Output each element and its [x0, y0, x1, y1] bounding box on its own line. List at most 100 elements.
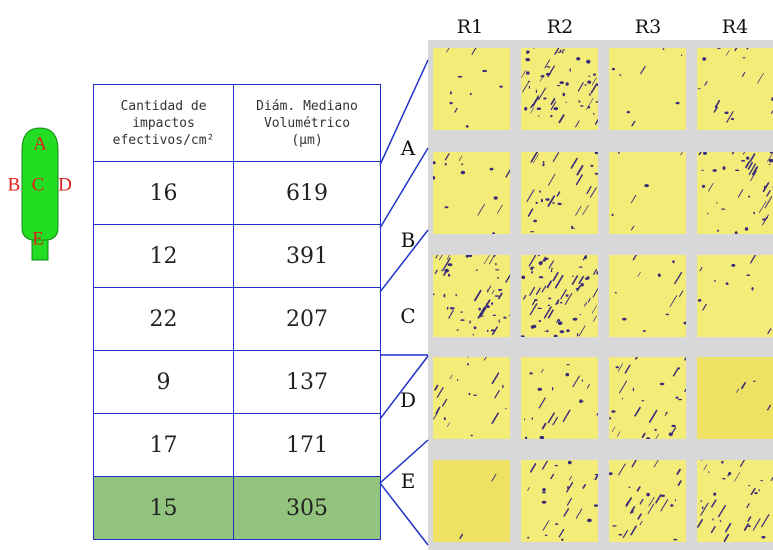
- stain-dot: [675, 101, 680, 105]
- diameter-cell: 619: [233, 161, 381, 225]
- droplet-data-table: Cantidad de impactos efectivos/cm² Diám.…: [93, 84, 381, 540]
- stain-dot: [550, 115, 553, 118]
- stain-streak: [571, 275, 579, 285]
- stain-streak: [648, 496, 655, 507]
- stain-dot: [565, 372, 570, 377]
- zone-label-a: A: [400, 136, 416, 160]
- stain-streak: [745, 161, 750, 169]
- stain-streak: [483, 255, 490, 265]
- stain-dot: [769, 152, 773, 154]
- stain-streak: [582, 484, 586, 489]
- stain-dot: [561, 51, 564, 54]
- stain-dot: [628, 486, 631, 489]
- stain-streak: [547, 412, 555, 424]
- stain-streak: [454, 107, 458, 113]
- stain-streak: [568, 475, 572, 481]
- stain-dot: [721, 460, 724, 464]
- stain-streak: [522, 81, 530, 93]
- stain-streak: [505, 169, 510, 178]
- stain-streak: [532, 96, 540, 107]
- stain-dot: [751, 287, 754, 291]
- stain-streak: [714, 99, 721, 109]
- stain-streak: [631, 460, 637, 468]
- stain-dot: [551, 268, 554, 270]
- stain-streak: [550, 473, 555, 480]
- stain-dot: [576, 57, 581, 61]
- stain-streak: [441, 398, 448, 407]
- stain-dot: [584, 84, 587, 86]
- header-diameter: Diám. Mediano Volumétrico (μm): [233, 84, 381, 162]
- stain-streak: [491, 412, 499, 425]
- stain-streak: [625, 497, 633, 507]
- stain-dot: [444, 206, 449, 209]
- stain-dot: [742, 57, 746, 59]
- stain-dot: [560, 301, 563, 304]
- stain-streak: [535, 287, 541, 295]
- stain-streak: [708, 182, 714, 192]
- stain-dot: [700, 500, 702, 503]
- stain-streak: [547, 65, 555, 78]
- stain-dot: [537, 307, 542, 309]
- stain-streak: [632, 255, 637, 261]
- stain-dot: [596, 271, 598, 275]
- stain-streak: [635, 357, 638, 360]
- stain-dot: [524, 107, 528, 111]
- stain-dot: [559, 330, 565, 334]
- stain-dot: [521, 335, 525, 337]
- stain-dot: [714, 279, 716, 282]
- stain-streak: [527, 208, 534, 217]
- stain-dot: [444, 268, 449, 273]
- stain-streak: [710, 525, 716, 534]
- stain-streak: [703, 464, 708, 471]
- stain-streak: [684, 357, 686, 361]
- stain-dot: [760, 479, 763, 482]
- stain-streak: [618, 152, 621, 154]
- diameter-cell: 207: [233, 287, 381, 351]
- table-row: 17 171: [93, 413, 381, 477]
- stain-dot: [561, 538, 564, 541]
- card-tile-e-r1: [433, 460, 510, 542]
- stain-dot: [526, 53, 529, 55]
- stain-dot: [446, 306, 449, 310]
- stain-dot: [487, 289, 489, 293]
- stain-dot: [553, 107, 559, 111]
- stain-dot: [632, 387, 635, 392]
- stain-dot: [559, 81, 564, 84]
- stain-streak: [505, 274, 510, 283]
- stain-dot: [671, 424, 676, 428]
- impacts-cell: 17: [93, 413, 234, 477]
- stain-streak: [596, 412, 598, 416]
- stain-dot: [538, 115, 540, 117]
- stain-streak: [749, 153, 756, 163]
- stain-dot: [566, 364, 570, 366]
- stain-dot: [468, 392, 471, 396]
- stain-dot: [544, 534, 548, 536]
- impacts-cell: 12: [93, 224, 234, 288]
- stain-dot: [447, 263, 453, 267]
- stain-dot: [622, 317, 627, 321]
- stain-dot: [587, 518, 592, 523]
- stain-dot: [593, 504, 598, 507]
- stain-streak: [479, 307, 487, 318]
- header-diameter-line: Volumétrico: [263, 115, 351, 131]
- stain-streak: [734, 472, 741, 482]
- stain-dot: [572, 317, 578, 321]
- column-header-r2: R2: [546, 16, 574, 38]
- stain-dot: [441, 269, 443, 272]
- stain-dot: [539, 435, 545, 439]
- stain-dot: [721, 208, 726, 210]
- stain-streak: [737, 189, 744, 198]
- stain-dot: [594, 172, 598, 175]
- impacts-cell: 22: [93, 287, 234, 351]
- stain-streak: [526, 189, 535, 202]
- stain-dot: [646, 492, 650, 497]
- stain-streak: [698, 152, 702, 156]
- stain-dot: [744, 227, 749, 231]
- stain-streak: [527, 487, 530, 491]
- stain-streak: [538, 87, 547, 101]
- table-row-highlighted: 15 305: [93, 476, 381, 540]
- stain-dot: [470, 434, 473, 437]
- stain-dot: [469, 320, 471, 324]
- stain-dot: [674, 499, 677, 502]
- stain-streak: [530, 95, 539, 108]
